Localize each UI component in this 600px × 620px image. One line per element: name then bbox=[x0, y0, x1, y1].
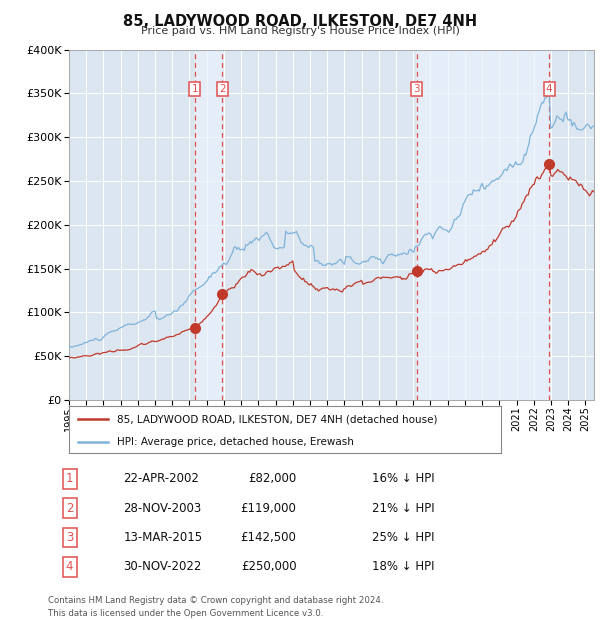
Text: 85, LADYWOOD ROAD, ILKESTON, DE7 4NH (detached house): 85, LADYWOOD ROAD, ILKESTON, DE7 4NH (de… bbox=[116, 414, 437, 424]
Text: 28-NOV-2003: 28-NOV-2003 bbox=[124, 502, 202, 515]
Text: £142,500: £142,500 bbox=[241, 531, 296, 544]
Text: 85, LADYWOOD ROAD, ILKESTON, DE7 4NH: 85, LADYWOOD ROAD, ILKESTON, DE7 4NH bbox=[123, 14, 477, 29]
Text: HPI: Average price, detached house, Erewash: HPI: Average price, detached house, Erew… bbox=[116, 437, 353, 448]
Text: £119,000: £119,000 bbox=[241, 502, 296, 515]
Text: 16% ↓ HPI: 16% ↓ HPI bbox=[372, 472, 434, 485]
Bar bbox=[194, 50, 222, 400]
Text: 13-MAR-2015: 13-MAR-2015 bbox=[124, 531, 203, 544]
Text: 30-NOV-2022: 30-NOV-2022 bbox=[124, 560, 202, 574]
Text: 1: 1 bbox=[66, 472, 73, 485]
Text: 3: 3 bbox=[66, 531, 73, 544]
Text: 2: 2 bbox=[219, 84, 226, 94]
Text: 2: 2 bbox=[66, 502, 73, 515]
Bar bbox=[417, 50, 549, 400]
Text: £250,000: £250,000 bbox=[241, 560, 296, 574]
Text: Price paid vs. HM Land Registry's House Price Index (HPI): Price paid vs. HM Land Registry's House … bbox=[140, 26, 460, 36]
Text: 18% ↓ HPI: 18% ↓ HPI bbox=[372, 560, 434, 574]
Text: £82,000: £82,000 bbox=[248, 472, 296, 485]
Text: 22-APR-2002: 22-APR-2002 bbox=[124, 472, 199, 485]
Text: Contains HM Land Registry data © Crown copyright and database right 2024.: Contains HM Land Registry data © Crown c… bbox=[48, 596, 383, 606]
Text: 4: 4 bbox=[546, 84, 553, 94]
Text: 25% ↓ HPI: 25% ↓ HPI bbox=[372, 531, 434, 544]
Text: This data is licensed under the Open Government Licence v3.0.: This data is licensed under the Open Gov… bbox=[48, 609, 323, 618]
Text: 3: 3 bbox=[413, 84, 420, 94]
Text: 4: 4 bbox=[66, 560, 73, 574]
Text: 21% ↓ HPI: 21% ↓ HPI bbox=[372, 502, 434, 515]
Text: 1: 1 bbox=[191, 84, 198, 94]
